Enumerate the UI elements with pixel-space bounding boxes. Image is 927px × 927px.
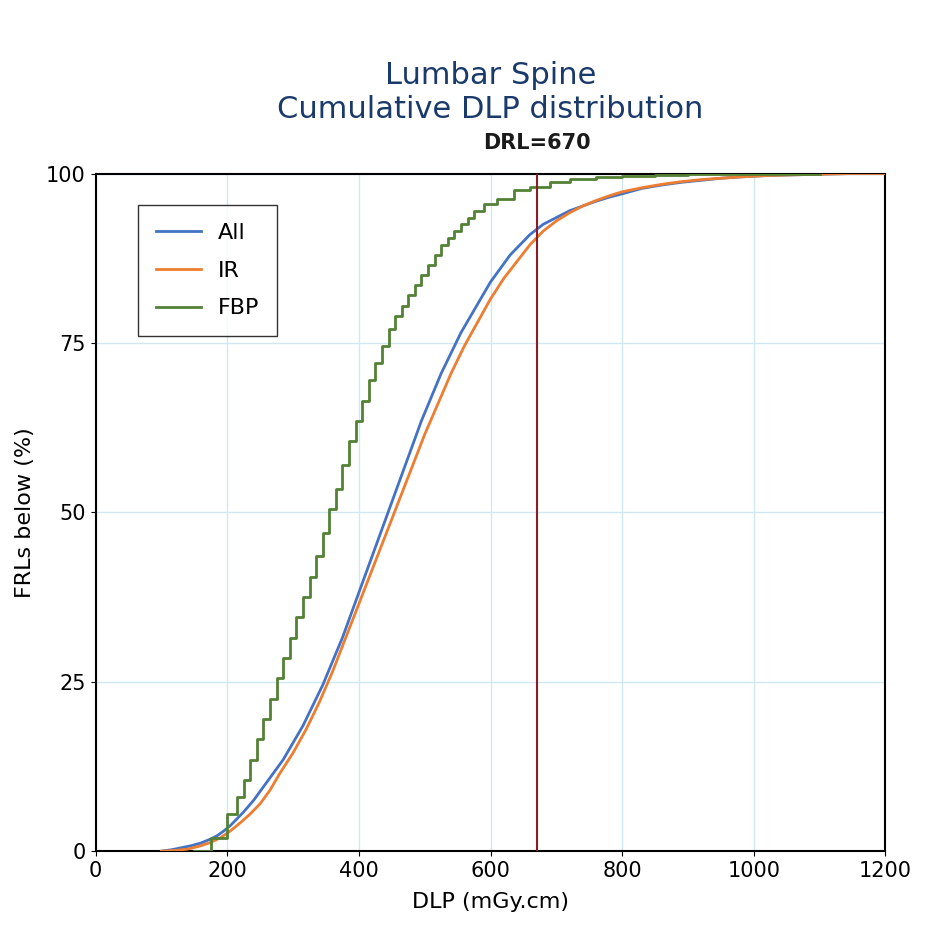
All — [880, 168, 891, 179]
IR — [676, 176, 687, 187]
All — [788, 170, 799, 181]
IR — [446, 368, 457, 379]
IR — [538, 225, 549, 236]
IR — [788, 170, 799, 181]
IR — [340, 632, 351, 643]
IR — [564, 208, 575, 219]
Text: DRL=670: DRL=670 — [483, 133, 590, 153]
IR — [432, 399, 443, 410]
FBP — [402, 290, 413, 301]
IR — [603, 190, 615, 201]
IR — [287, 747, 298, 758]
IR — [419, 429, 430, 440]
IR — [380, 530, 391, 541]
IR — [525, 239, 536, 250]
IR — [169, 844, 180, 856]
IR — [636, 183, 647, 194]
All — [156, 845, 167, 857]
IR — [814, 169, 825, 180]
FBP — [189, 845, 200, 857]
IR — [512, 256, 523, 267]
IR — [459, 341, 470, 352]
IR — [300, 724, 311, 735]
All — [656, 180, 667, 191]
FBP — [814, 168, 825, 179]
IR — [716, 172, 727, 184]
IR — [225, 825, 236, 836]
Y-axis label: FRLs below (%): FRLs below (%) — [15, 427, 35, 598]
All — [514, 239, 526, 250]
IR — [472, 317, 483, 328]
IR — [485, 293, 496, 304]
IR — [656, 179, 667, 190]
IR — [264, 784, 275, 795]
FBP — [449, 225, 460, 236]
IR — [327, 666, 338, 677]
IR — [366, 565, 377, 576]
IR — [578, 200, 589, 211]
IR — [616, 186, 628, 197]
IR — [235, 817, 246, 828]
IR — [735, 171, 746, 183]
IR — [245, 808, 256, 819]
All — [268, 768, 279, 779]
IR — [393, 497, 404, 508]
IR — [196, 840, 207, 851]
IR — [590, 195, 602, 206]
FBP — [271, 673, 282, 684]
IR — [551, 215, 562, 226]
FBP — [423, 260, 434, 271]
IR — [847, 168, 858, 179]
IR — [274, 768, 286, 779]
IR — [353, 598, 364, 609]
IR — [880, 168, 891, 179]
IR — [205, 837, 216, 848]
X-axis label: DLP (mGy.cm): DLP (mGy.cm) — [412, 892, 569, 912]
IR — [314, 696, 325, 707]
Line: FBP: FBP — [195, 173, 819, 851]
All — [564, 205, 575, 216]
IR — [215, 832, 226, 844]
Legend: All, IR, FBP: All, IR, FBP — [138, 205, 277, 337]
IR — [255, 798, 266, 809]
Line: IR: IR — [161, 173, 885, 851]
FBP — [416, 270, 427, 281]
All — [847, 168, 858, 179]
IR — [761, 170, 772, 181]
FBP — [761, 168, 772, 179]
Line: All: All — [161, 173, 885, 851]
FBP — [343, 436, 354, 447]
IR — [695, 174, 706, 185]
IR — [498, 273, 509, 284]
IR — [406, 463, 417, 474]
IR — [183, 844, 194, 855]
All — [277, 755, 288, 766]
Title: Lumbar Spine
Cumulative DLP distribution: Lumbar Spine Cumulative DLP distribution — [277, 61, 704, 124]
IR — [156, 845, 167, 857]
